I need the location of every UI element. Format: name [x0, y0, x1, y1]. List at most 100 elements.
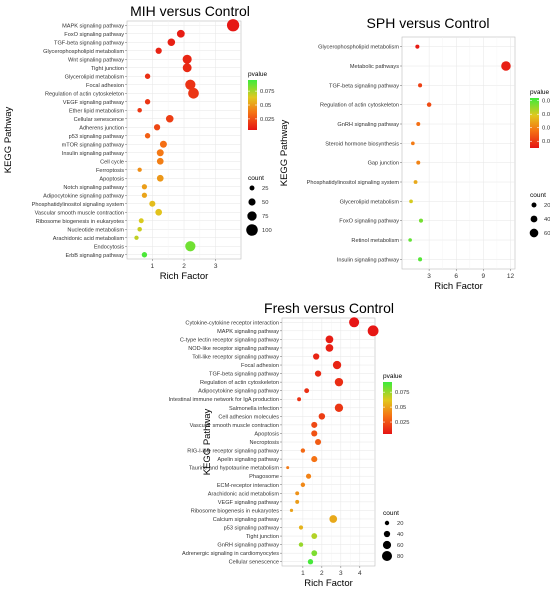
- category-label: Apoptosis: [254, 431, 279, 437]
- category-label: TGF-beta signaling pathway: [54, 40, 124, 46]
- chart-panel-1: MAPK signaling pathway FoxO signaling pat…: [3, 3, 275, 282]
- category-label: Necroptosis: [249, 440, 279, 446]
- data-point: [408, 238, 412, 242]
- category-label: Regulation of actin cytoskeleton: [45, 91, 124, 97]
- data-point: [314, 370, 322, 377]
- x-tick-label: 3: [339, 570, 343, 577]
- data-point: [413, 180, 418, 184]
- category-label: Cell cycle: [100, 159, 124, 165]
- colorbar-tick-label: 0.06: [542, 112, 550, 118]
- data-point: [286, 466, 290, 470]
- x-tick-label: 3: [214, 263, 218, 270]
- data-point: [226, 19, 240, 32]
- count-legend-dot: [381, 550, 393, 562]
- category-label: Taurine and hypotaurine metabolism: [189, 466, 280, 472]
- chart-panel-2: Glycerophospholipid metabolism Metabolic …: [279, 15, 550, 292]
- data-point: [501, 61, 511, 71]
- category-label: ErbB signaling pathway: [66, 253, 125, 259]
- category-label: Cytokine-cytokine receptor interaction: [185, 320, 279, 326]
- chart-panel-3: Cytokine-cytokine receptor interaction MA…: [169, 300, 410, 589]
- x-tick-label: 1: [151, 263, 155, 270]
- category-label: Glycerophospholipid metabolism: [43, 49, 124, 55]
- data-point: [176, 29, 185, 38]
- data-point: [418, 257, 423, 262]
- count-legend-dot: [531, 202, 537, 208]
- data-point: [155, 47, 162, 54]
- category-label: GnRH signaling pathway: [217, 543, 279, 549]
- count-legend-dot: [247, 211, 257, 221]
- data-point: [311, 421, 318, 428]
- data-point: [141, 252, 148, 258]
- count-legend-dot: [383, 530, 391, 538]
- category-label: Endocytosis: [94, 244, 124, 250]
- data-point: [411, 141, 415, 146]
- count-legend-dot: [384, 520, 390, 526]
- count-legend-label: 100: [262, 228, 272, 234]
- colorbar-tick-label: 0.075: [260, 89, 275, 95]
- data-point: [418, 218, 424, 223]
- category-label: p53 signaling pathway: [69, 134, 125, 140]
- colorbar-tick-label: 0.08: [542, 99, 550, 105]
- data-point: [349, 317, 360, 328]
- data-point: [156, 157, 164, 165]
- category-label: Ribosome biogenesis in eukaryotes: [36, 219, 125, 225]
- category-label: ECM-receptor interaction: [217, 483, 279, 489]
- data-point: [141, 192, 148, 198]
- category-label: Insulin signaling pathway: [62, 151, 124, 157]
- category-label: Vascular smooth muscle contraction: [190, 423, 279, 429]
- category-label: Phosphatidylinositol signaling system: [307, 180, 400, 186]
- data-point: [325, 335, 334, 344]
- x-tick-label: 1: [301, 570, 305, 577]
- colorbar-tick-label: 0.025: [260, 117, 275, 123]
- count-legend-dot: [249, 185, 255, 191]
- colorbar-tick-label: 0.04: [542, 126, 550, 132]
- pvalue-colorbar: [248, 80, 257, 130]
- category-label: Adrenergic signaling in cardiomyocytes: [182, 551, 279, 557]
- colorbar-tick-label: 0.025: [395, 420, 410, 426]
- data-point: [298, 525, 304, 530]
- data-point: [155, 208, 163, 216]
- data-point: [416, 122, 421, 126]
- chart-title: SPH versus Control: [367, 15, 490, 31]
- category-label: mTOR signaling pathway: [62, 142, 125, 148]
- data-point: [137, 107, 142, 113]
- category-label: Intestinal immune network for IgA produc…: [169, 397, 279, 403]
- category-label: Cellular senescence: [74, 117, 124, 123]
- category-label: Ferroptosis: [96, 168, 124, 174]
- category-label: Focal adhesion: [241, 363, 279, 369]
- x-axis-title: Rich Factor: [304, 578, 353, 589]
- data-point: [311, 533, 318, 539]
- data-point: [426, 102, 432, 107]
- category-label: Calcium signaling pathway: [213, 517, 279, 523]
- data-point: [134, 235, 139, 240]
- category-label: Adipocytokine signaling pathway: [43, 193, 124, 199]
- category-label: Wnt signaling pathway: [68, 57, 124, 63]
- x-tick-label: 2: [182, 263, 186, 270]
- category-label: Glycerophospholipid metabolism: [318, 45, 399, 51]
- data-point: [307, 559, 314, 565]
- category-label: MAPK signaling pathway: [217, 329, 279, 335]
- category-label: Notch signaling pathway: [63, 185, 124, 191]
- count-legend-label: 20: [397, 521, 403, 527]
- category-label: Steroid hormone biosynthesis: [325, 141, 399, 147]
- category-label: Regulation of actin cytoskeleton: [200, 380, 279, 386]
- category-label: Insulin signaling pathway: [337, 257, 399, 263]
- category-label: VEGF signaling pathway: [218, 500, 279, 506]
- chart-title: Fresh versus Control: [264, 300, 394, 316]
- category-label: Toll-like receptor signaling pathway: [192, 354, 279, 360]
- count-legend-label: 40: [544, 217, 550, 223]
- category-label: Adherens junction: [79, 125, 124, 131]
- x-tick-label: 2: [320, 570, 324, 577]
- category-label: Ether lipid metabolism: [69, 108, 124, 114]
- x-tick-label: 12: [507, 273, 515, 280]
- data-point: [185, 79, 196, 90]
- data-point: [137, 226, 142, 232]
- category-label: NOD-like receptor signaling pathway: [188, 346, 279, 352]
- data-point: [332, 360, 342, 370]
- data-point: [304, 388, 310, 394]
- colorbar-tick-label: 0.02: [542, 139, 550, 145]
- data-point: [295, 499, 300, 504]
- category-label: p53 signaling pathway: [224, 526, 280, 532]
- data-point: [334, 377, 344, 387]
- category-label: FoxO signaling pathway: [339, 219, 399, 225]
